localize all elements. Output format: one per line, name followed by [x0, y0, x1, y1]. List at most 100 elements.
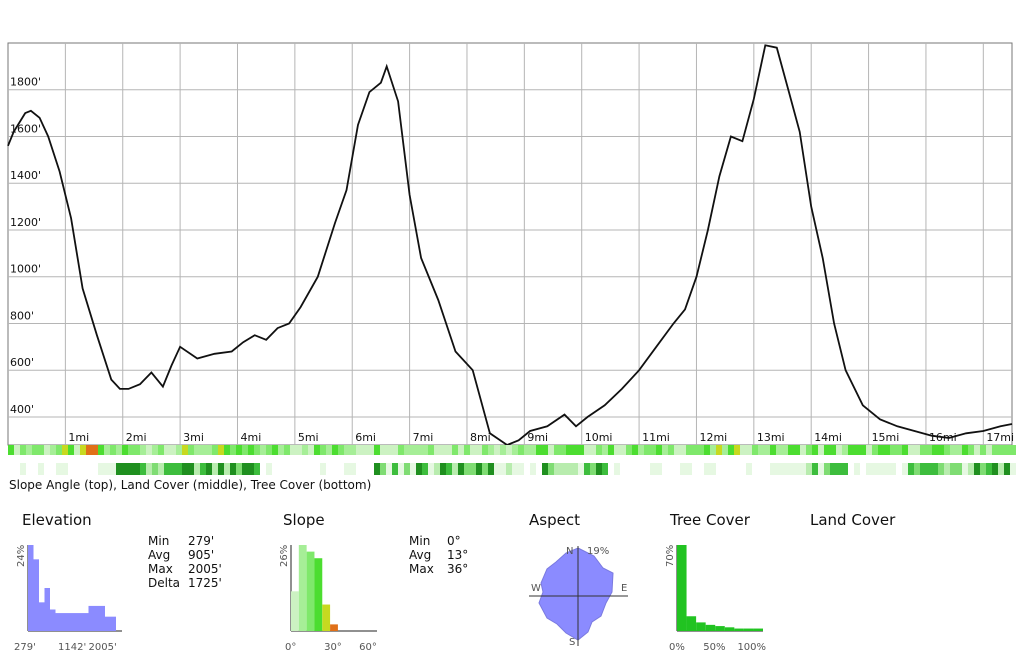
- tree-strip-cell: [986, 463, 992, 475]
- tree-strip-cell: [872, 463, 878, 475]
- tree-strip-cell: [80, 463, 86, 475]
- tree-strip-cell: [86, 463, 92, 475]
- tree-strip-cell: [536, 463, 542, 475]
- tree-strip-cell: [44, 463, 50, 475]
- slope-strip-cell: [524, 445, 530, 455]
- slope-strip-cell: [92, 445, 98, 455]
- tree-strip-cell: [134, 463, 140, 475]
- aspect-rose-diagram: N 19% S E W: [529, 546, 628, 648]
- hist-bar: [110, 616, 116, 631]
- slope-strip-cell: [482, 445, 488, 455]
- slope-strip-cell: [986, 445, 992, 455]
- tree-strip-cell: [278, 463, 284, 475]
- slope-strip-cell: [608, 445, 614, 455]
- slope-strip-cell: [194, 445, 200, 455]
- tree-strip-cell: [284, 463, 290, 475]
- slope-strip-cell: [56, 445, 62, 455]
- tree-strip-cell: [980, 463, 986, 475]
- tree-strip-cell: [368, 463, 374, 475]
- tree-strip-cell: [434, 463, 440, 475]
- tree-strip-cell: [404, 463, 410, 475]
- tree-strip-cell: [320, 463, 326, 475]
- stat-label: Min: [409, 534, 430, 548]
- slope-strip-cell: [836, 445, 842, 455]
- stat-value: 1725': [188, 576, 222, 590]
- slope-strip-cell: [644, 445, 650, 455]
- slope-strip-cell: [758, 445, 764, 455]
- tree-strip-cell: [908, 463, 914, 475]
- slope-angle-strip: [8, 445, 1016, 455]
- slope-strip-cell: [350, 445, 356, 455]
- slope-strip-cell: [536, 445, 542, 455]
- slope-strip-cell: [560, 445, 566, 455]
- slope-strip-cell: [74, 445, 80, 455]
- tree-cover-title: Tree Cover: [669, 511, 751, 529]
- slope-strip-cell: [476, 445, 482, 455]
- slope-strip-cell: [296, 445, 302, 455]
- x-axis-ticks: 1mi 2mi 3mi 4mi 5mi 6mi 7mi 8mi 9mi 10mi 11mi 12mi 1…: [68, 431, 1014, 444]
- tree-strip-cell: [242, 463, 248, 475]
- slope-strip-cell: [374, 445, 380, 455]
- tree-strip-cell: [38, 463, 44, 475]
- tree-strip-cell: [56, 463, 62, 475]
- hist-bar: [696, 622, 706, 631]
- hist-bar: [753, 628, 763, 631]
- slope-strip-cell: [716, 445, 722, 455]
- slope-strip-cell: [602, 445, 608, 455]
- slope-strip-cell: [314, 445, 320, 455]
- slope-strip-cell: [668, 445, 674, 455]
- x-tick-label: 15mi: [872, 431, 900, 444]
- tree-strip-cell: [740, 463, 746, 475]
- slope-strip-cell: [614, 445, 620, 455]
- slope-strip-cell: [704, 445, 710, 455]
- tree-strip-cell: [338, 463, 344, 475]
- hist-bar: [44, 588, 50, 631]
- slope-strip-cell: [566, 445, 572, 455]
- tree-strip-cell: [854, 463, 860, 475]
- tree-strip-cell: [764, 463, 770, 475]
- tree-strip-cell: [722, 463, 728, 475]
- slope-strip-cell: [272, 445, 278, 455]
- y-axis-ticks: 400'600'800'1000'1200'1400'1600'1800': [10, 76, 41, 416]
- tree-strip-cell: [494, 463, 500, 475]
- slope-strip-cell: [722, 445, 728, 455]
- slope-strip-cell: [968, 445, 974, 455]
- tree-strip-cell: [362, 463, 368, 475]
- tree-strip-cell: [584, 463, 590, 475]
- slope-strip-cell: [98, 445, 104, 455]
- stat-label: Min: [148, 534, 169, 548]
- slope-strip-cell: [500, 445, 506, 455]
- slope-strip-cell: [632, 445, 638, 455]
- slope-strip-cell: [308, 445, 314, 455]
- slope-strip-cell: [20, 445, 26, 455]
- tree-strip-cell: [668, 463, 674, 475]
- x-tick-label: 10mi: [585, 431, 613, 444]
- tree-strip-cell: [224, 463, 230, 475]
- x-tick-label: 1mi: [68, 431, 89, 444]
- tree-strip-cell: [266, 463, 272, 475]
- tree-strip-cell: [500, 463, 506, 475]
- slope-strip-cell: [62, 445, 68, 455]
- tree-strip-cell: [716, 463, 722, 475]
- hist-x-label: 30°: [324, 642, 342, 653]
- chart-grid: [7, 42, 1013, 446]
- tree-strip-cell: [428, 463, 434, 475]
- tree-strip-cell: [818, 463, 824, 475]
- tree-strip-cell: [110, 463, 116, 475]
- tree-strip-cell: [620, 463, 626, 475]
- tree-strip-cell: [194, 463, 200, 475]
- tree-strip-cell: [926, 463, 932, 475]
- slope-strip-cell: [206, 445, 212, 455]
- slope-strip-cell: [578, 445, 584, 455]
- tree-strip-cell: [488, 463, 494, 475]
- slope-strip-cell: [494, 445, 500, 455]
- tree-strip-cell: [398, 463, 404, 475]
- tree-strip-cell: [920, 463, 926, 475]
- slope-strip-cell: [806, 445, 812, 455]
- hist-x-label: 50%: [703, 642, 725, 653]
- tree-strip-cell: [644, 463, 650, 475]
- tree-strip-cell: [650, 463, 656, 475]
- x-tick-label: 5mi: [298, 431, 319, 444]
- slope-strip-cell: [1004, 445, 1010, 455]
- strip-caption: Slope Angle (top), Land Cover (middle), …: [9, 478, 371, 492]
